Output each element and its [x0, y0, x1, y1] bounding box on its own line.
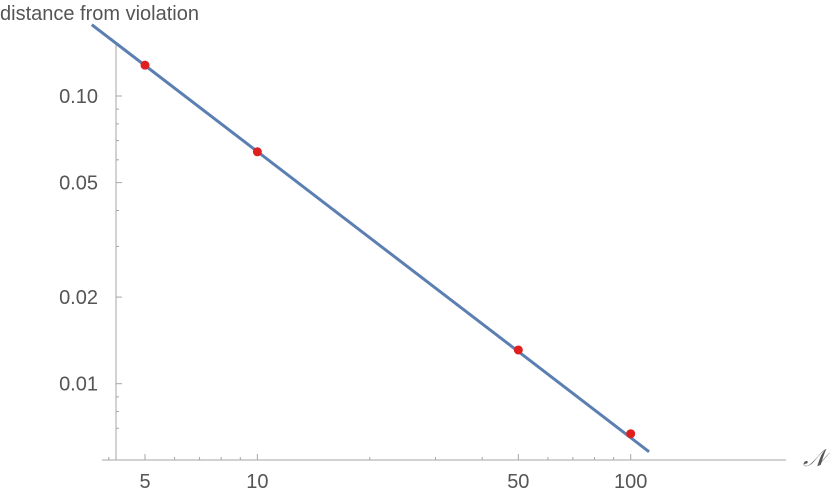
x-axis-title: 𝒩 — [803, 446, 830, 472]
data-point — [140, 60, 150, 70]
ticks: 5 10 50 100 0.01 0.02 0.05 0.10 — [59, 86, 647, 493]
fit-line — [90, 23, 650, 453]
y-axis-title: distance from violation — [0, 3, 199, 25]
x-tick-label: 50 — [507, 471, 529, 493]
data-points — [140, 60, 636, 439]
x-tick-label: 10 — [246, 471, 268, 493]
data-point — [252, 147, 262, 157]
x-tick-label: 100 — [614, 471, 647, 493]
data-point — [626, 429, 636, 439]
y-tick-label: 0.05 — [59, 173, 98, 195]
axes — [102, 42, 786, 461]
data-point — [513, 345, 523, 355]
fit-line-group — [90, 23, 650, 453]
x-tick-label: 5 — [139, 471, 150, 493]
y-tick-label: 0.02 — [59, 287, 98, 309]
y-tick-label: 0.01 — [59, 374, 98, 396]
y-tick-label: 0.10 — [59, 86, 98, 108]
